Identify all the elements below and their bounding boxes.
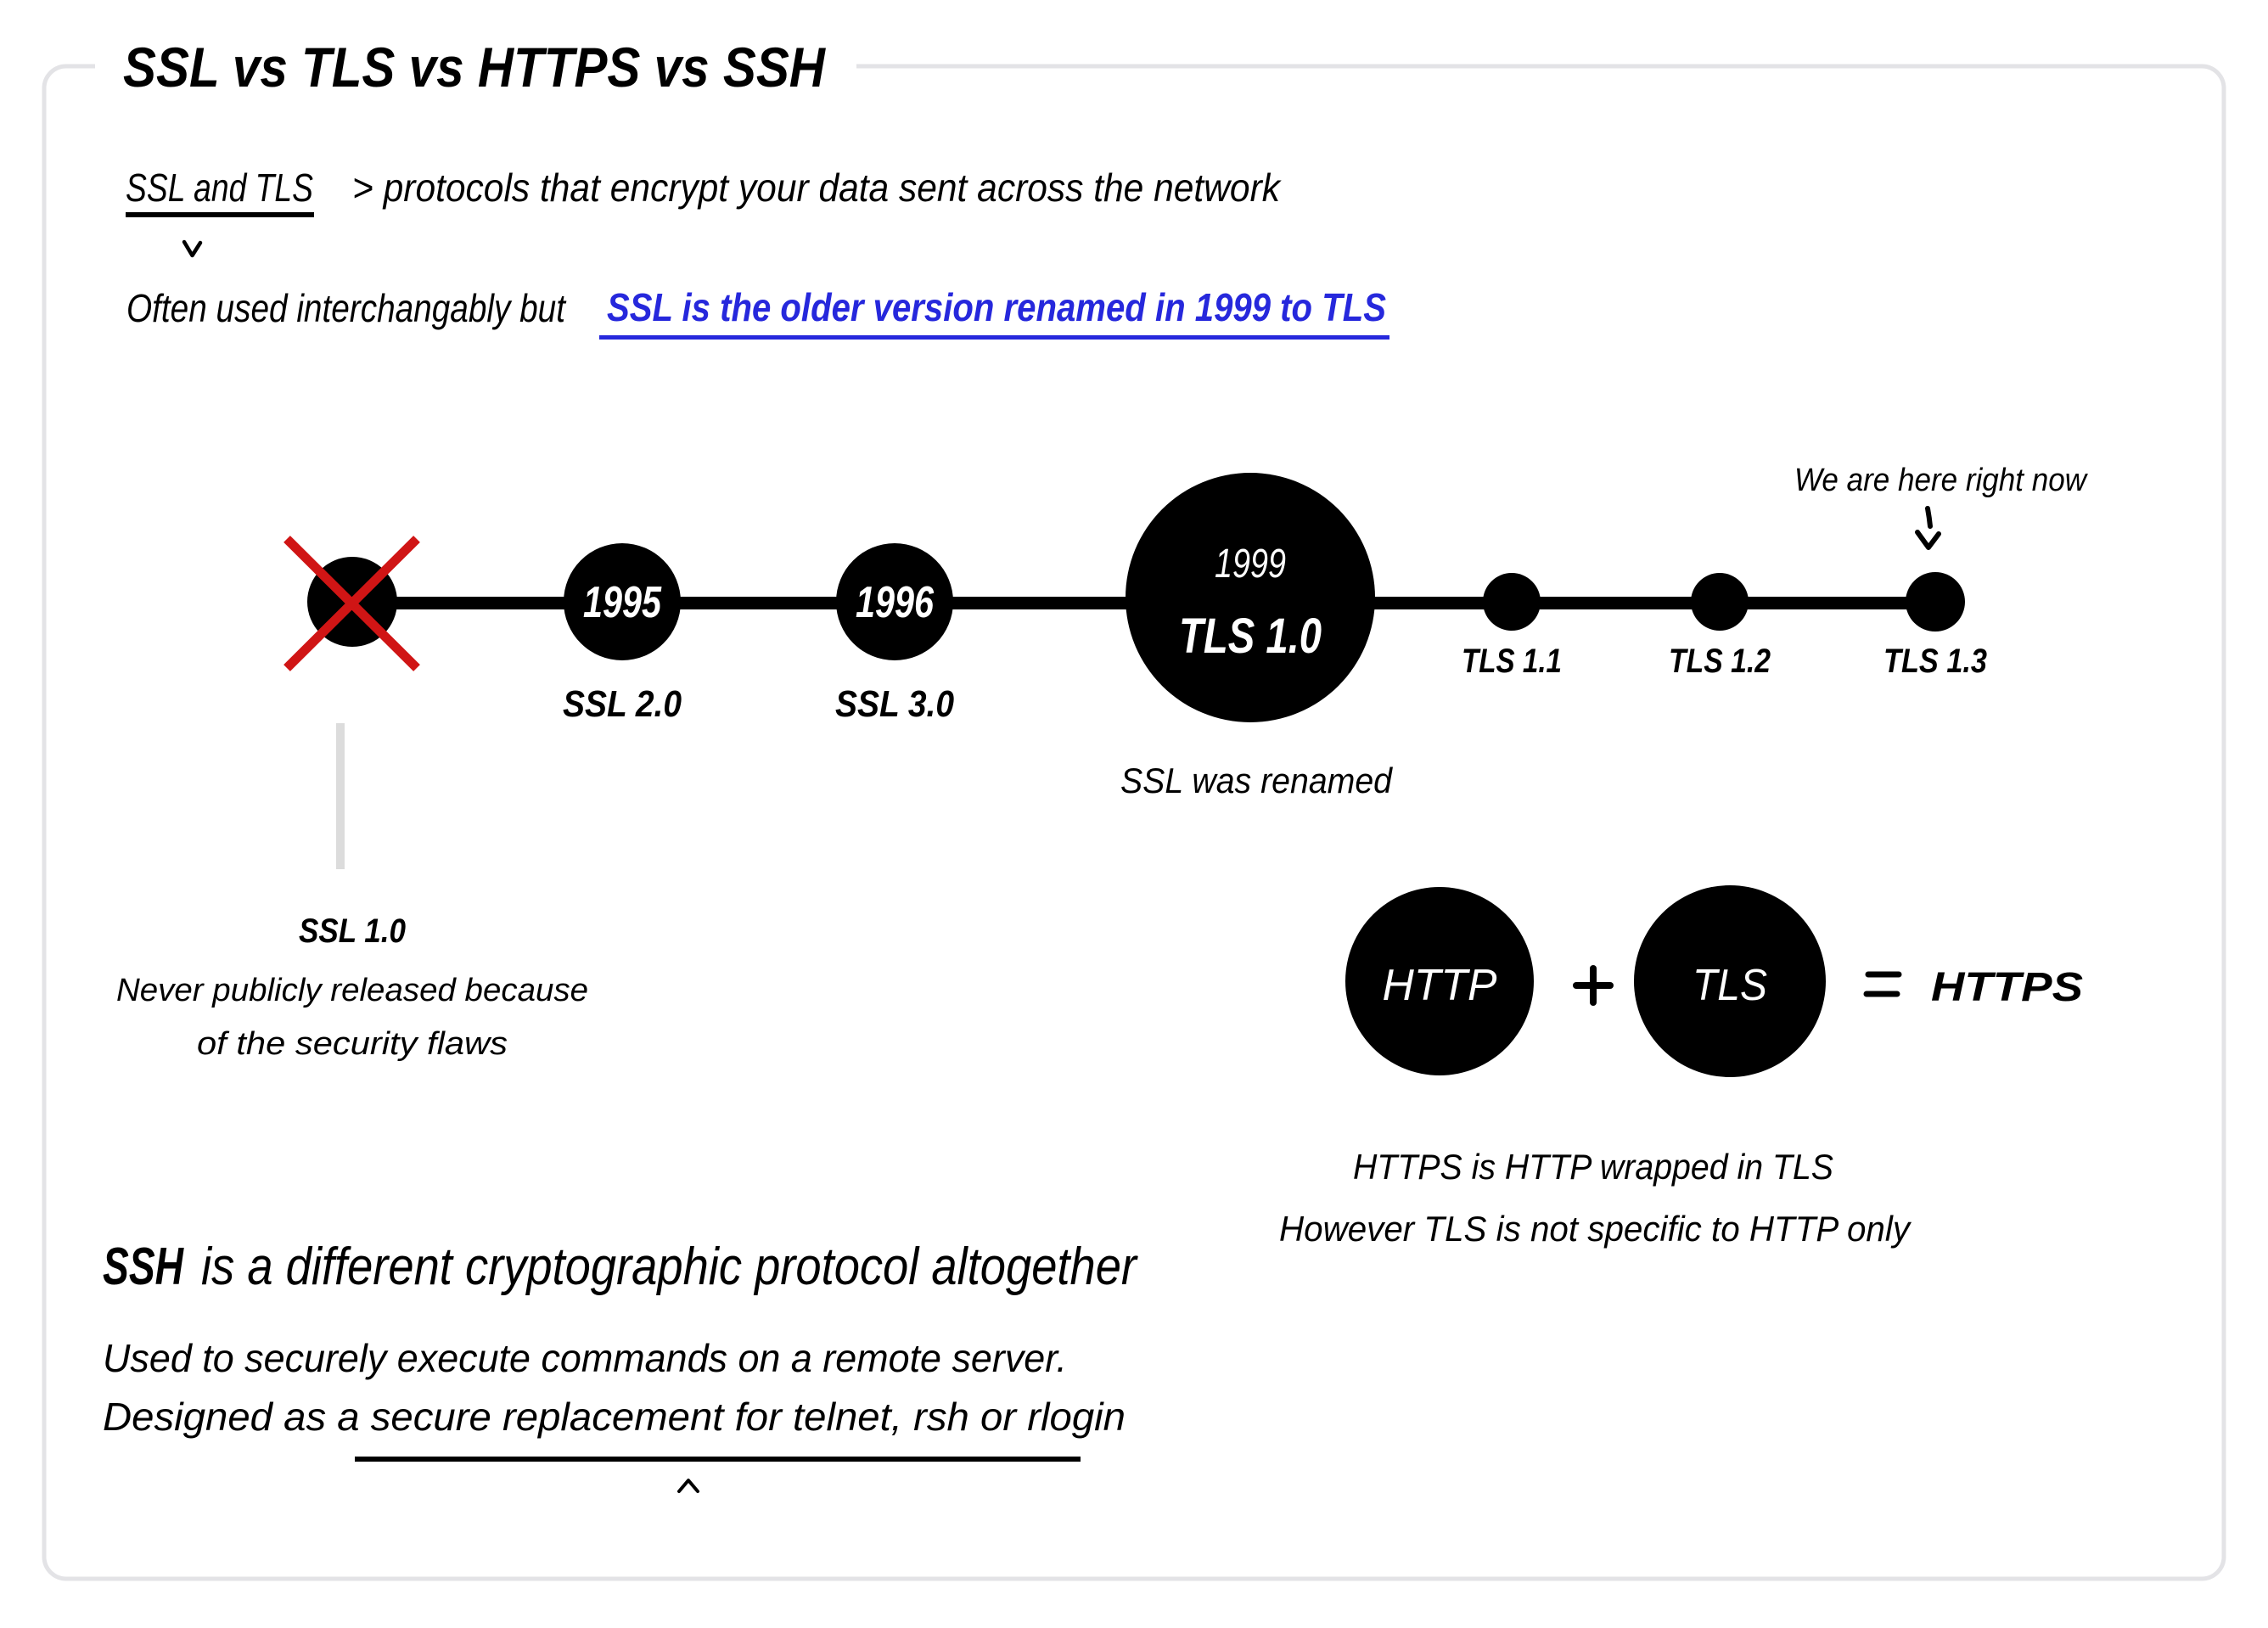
svg-text:TLS 1.0: TLS 1.0 xyxy=(1179,609,1322,664)
svg-text:1999: 1999 xyxy=(1215,542,1286,587)
svg-text:Never publicly released becaus: Never publicly released because xyxy=(116,973,588,1008)
svg-text:SSL was renamed: SSL was renamed xyxy=(1120,761,1394,800)
svg-text:Used to securely execute comma: Used to securely execute commands on a r… xyxy=(103,1336,1067,1380)
svg-text:We are here right now: We are here right now xyxy=(1794,463,2088,498)
svg-text:1995: 1995 xyxy=(583,578,662,627)
svg-text:TLS 1.1: TLS 1.1 xyxy=(1462,643,1562,680)
svg-text:SSL 3.0: SSL 3.0 xyxy=(835,683,954,725)
svg-text:SSL vs TLS vs HTTPS vs SSH: SSL vs TLS vs HTTPS vs SSH xyxy=(123,36,826,98)
svg-text:SSL and TLS: SSL and TLS xyxy=(126,166,313,210)
svg-text:TLS: TLS xyxy=(1693,961,1767,1010)
svg-text:HTTP: HTTP xyxy=(1383,961,1497,1010)
svg-text:Designed as a secure replaceme: Designed as a secure replacement for tel… xyxy=(103,1395,1126,1439)
svg-text:HTTPS is HTTP wrapped in TLS: HTTPS is HTTP wrapped in TLS xyxy=(1353,1147,1833,1187)
svg-text:HTTPS: HTTPS xyxy=(1931,965,2083,1010)
svg-text:SSL is the older version renam: SSL is the older version renamed in 1999… xyxy=(607,285,1386,329)
svg-text:TLS 1.3: TLS 1.3 xyxy=(1883,643,1987,680)
svg-text:SSL 2.0: SSL 2.0 xyxy=(563,683,682,725)
svg-text:SSH: SSH xyxy=(103,1238,184,1296)
svg-text:Often used interchangably but: Often used interchangably but xyxy=(126,286,567,330)
svg-text:is a different cryptographic p: is a different cryptographic protocol al… xyxy=(201,1238,1138,1296)
svg-text:> protocols that encrypt your: > protocols that encrypt your data sent … xyxy=(352,166,1282,210)
svg-text:SSL 1.0: SSL 1.0 xyxy=(299,912,406,950)
svg-text:1996: 1996 xyxy=(856,578,935,627)
svg-text:However TLS is not specific to: However TLS is not specific to HTTP only xyxy=(1279,1209,1912,1249)
svg-text:of the security flaws: of the security flaws xyxy=(197,1026,508,1062)
svg-text:TLS 1.2: TLS 1.2 xyxy=(1669,643,1771,680)
